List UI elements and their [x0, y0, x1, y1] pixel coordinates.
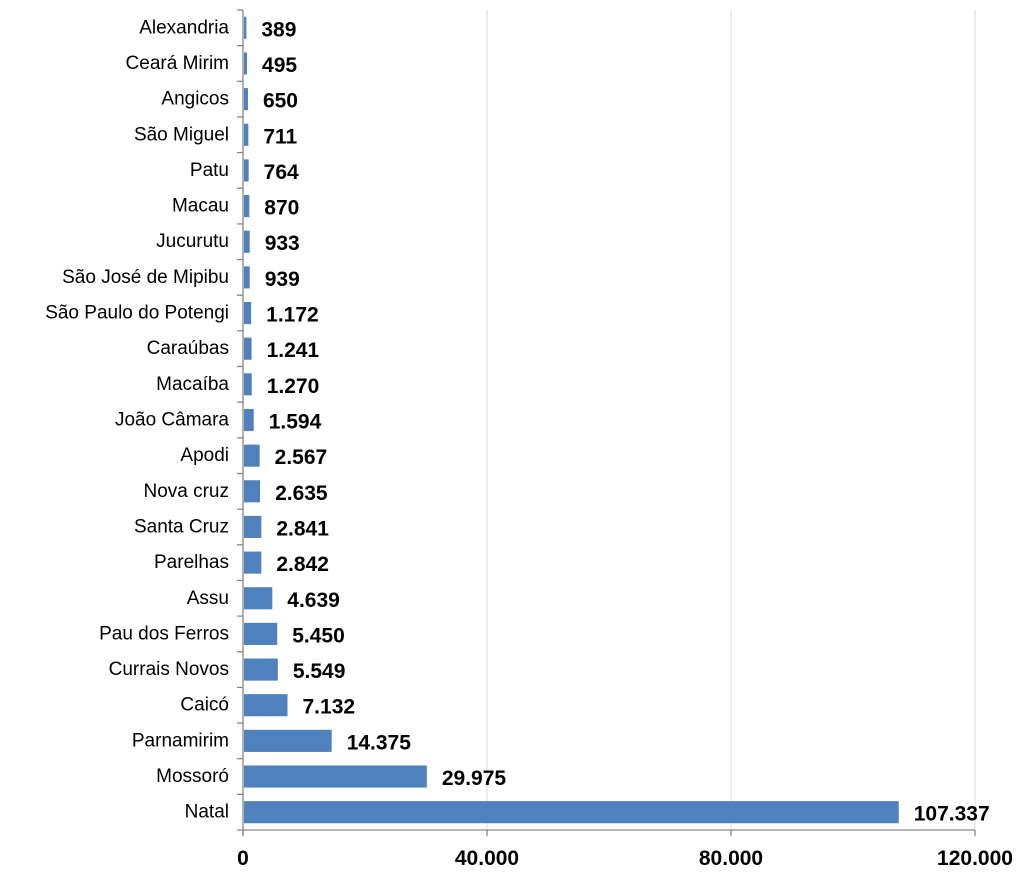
bar	[244, 480, 261, 503]
data-label: 2.635	[275, 482, 328, 505]
category-label: Currais Novos	[109, 659, 229, 680]
bar	[244, 587, 273, 610]
bar	[244, 301, 252, 325]
bar	[244, 230, 250, 253]
data-label: 389	[261, 18, 296, 41]
data-label: 933	[265, 232, 300, 255]
data-label: 1.241	[267, 339, 320, 362]
axes	[237, 9, 976, 836]
category-label: São José de Mipibu	[62, 267, 229, 288]
data-label: 1.594	[269, 411, 322, 434]
bar	[244, 159, 249, 182]
category-label: Parnamirim	[132, 730, 229, 751]
category-label: Caraúbas	[147, 338, 229, 359]
x-tick-labels: 0 40.000 80.000 120.000	[237, 847, 1013, 870]
bar	[244, 658, 278, 681]
bar	[244, 195, 250, 218]
x-tick-label: 120.000	[937, 847, 1013, 870]
bar	[244, 444, 260, 467]
category-label: Macau	[172, 196, 229, 217]
category-label: Parelhas	[154, 552, 229, 573]
category-label: Santa Cruz	[134, 516, 229, 537]
gridlines	[486, 10, 976, 830]
bar	[244, 337, 252, 360]
x-tick-label: 80.000	[699, 847, 763, 870]
bar	[244, 88, 248, 111]
bar	[244, 729, 332, 752]
bar	[244, 694, 288, 717]
bar	[244, 515, 262, 539]
category-label: São Miguel	[134, 124, 229, 145]
x-tick-label: 40.000	[455, 847, 519, 870]
category-label: Patu	[190, 160, 229, 181]
data-label: 14.375	[347, 731, 412, 754]
category-label: Nova cruz	[143, 481, 229, 502]
category-label: Macaíba	[156, 374, 229, 395]
data-label: 939	[265, 268, 300, 291]
category-label: Natal	[185, 802, 229, 823]
value-labels: 389 495 650 711 764 870 933 939 1.172 1.241 1.270 1…	[261, 18, 989, 825]
category-label: Jucurutu	[156, 231, 229, 252]
category-label: Assu	[187, 588, 229, 609]
bar	[244, 551, 262, 574]
category-label: Apodi	[180, 445, 229, 466]
bar	[244, 622, 278, 645]
data-label: 7.132	[303, 696, 356, 719]
bar	[244, 373, 252, 396]
data-label: 2.842	[276, 553, 329, 576]
data-label: 711	[263, 125, 297, 148]
category-label: Mossoró	[156, 766, 229, 787]
data-label: 5.450	[292, 624, 345, 647]
bar	[244, 765, 427, 788]
category-label: Angicos	[161, 89, 229, 110]
category-label: Caicó	[180, 695, 229, 716]
data-label: 5.549	[293, 660, 346, 683]
category-label: Alexandria	[139, 17, 229, 38]
x-tick-label: 0	[237, 847, 249, 870]
data-label: 764	[264, 161, 299, 184]
data-label: 29.975	[442, 767, 507, 790]
bar	[244, 123, 249, 146]
data-label: 2.841	[276, 517, 329, 540]
category-label: Ceará Mirim	[126, 53, 229, 74]
data-label: 1.270	[267, 375, 320, 398]
category-labels: Alexandria Ceará Mirim Angicos São Miguel Pa…	[45, 17, 229, 822]
category-label: São Paulo do Potengi	[45, 303, 229, 324]
data-label: 4.639	[287, 589, 340, 612]
data-label: 1.172	[266, 304, 319, 327]
data-label: 495	[262, 54, 297, 77]
category-label: Pau dos Ferros	[99, 623, 229, 644]
data-label: 870	[264, 197, 299, 220]
data-label: 2.567	[275, 446, 328, 469]
data-label: 650	[263, 90, 298, 113]
category-label: João Câmara	[115, 410, 229, 431]
bar	[244, 408, 254, 432]
bar	[244, 801, 899, 824]
bar	[244, 52, 248, 75]
bars	[244, 16, 899, 824]
bar	[244, 16, 247, 39]
bar	[244, 266, 250, 289]
data-label: 107.337	[914, 803, 990, 826]
